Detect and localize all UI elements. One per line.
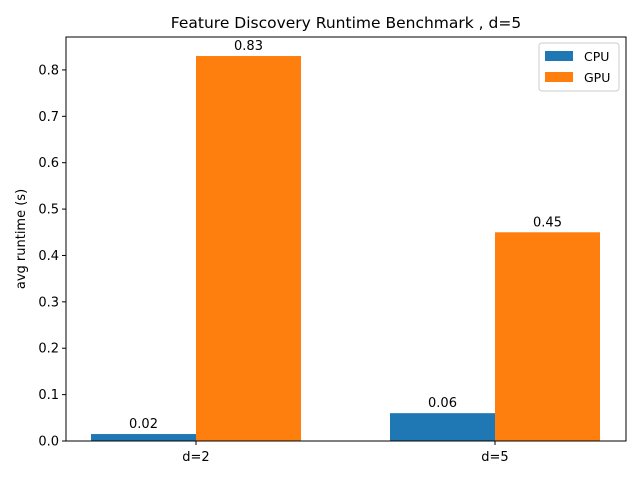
- bars-layer: [91, 56, 600, 442]
- y-tick-label: 0.4: [38, 249, 59, 264]
- y-tick-label: 0.5: [38, 203, 59, 218]
- x-tick-label: d=5: [481, 450, 508, 465]
- chart-title: Feature Discovery Runtime Benchmark , d=…: [171, 14, 521, 32]
- legend-swatch-cpu: [545, 51, 573, 61]
- legend-label-gpu: GPU: [584, 70, 610, 85]
- bar-gpu-d5: [495, 232, 600, 441]
- data-labels-layer: 0.02 0.06 0.83 0.45: [129, 39, 562, 432]
- legend-label-cpu: CPU: [584, 49, 609, 64]
- bar-cpu-d2: [91, 434, 196, 441]
- data-label-cpu-d5: 0.06: [428, 396, 457, 411]
- y-tick-label: 0.8: [38, 63, 59, 78]
- legend-swatch-gpu: [545, 72, 573, 82]
- x-tick-label: d=2: [182, 450, 209, 465]
- bar-cpu-d5: [390, 413, 495, 441]
- data-label-cpu-d2: 0.02: [129, 417, 158, 432]
- y-tick-label: 0.7: [38, 110, 59, 125]
- y-axis-label: avg runtime (s): [14, 189, 29, 289]
- legend: CPU GPU: [538, 42, 620, 92]
- y-tick-label: 0.3: [38, 295, 59, 310]
- data-label-gpu-d5: 0.45: [533, 215, 562, 230]
- y-tick-label: 0.0: [38, 435, 59, 450]
- axes-layer: 0.0 0.1 0.2 0.3 0.4 0.5 0.6 0.7 0.8 d=2 d=5: [38, 36, 627, 465]
- y-tick-label: 0.6: [38, 156, 59, 171]
- y-tick-label: 0.2: [38, 342, 59, 357]
- y-tick-label: 0.1: [38, 388, 59, 403]
- data-label-gpu-d2: 0.83: [234, 39, 263, 54]
- plot-frame: [65, 36, 627, 442]
- bar-gpu-d2: [196, 56, 301, 442]
